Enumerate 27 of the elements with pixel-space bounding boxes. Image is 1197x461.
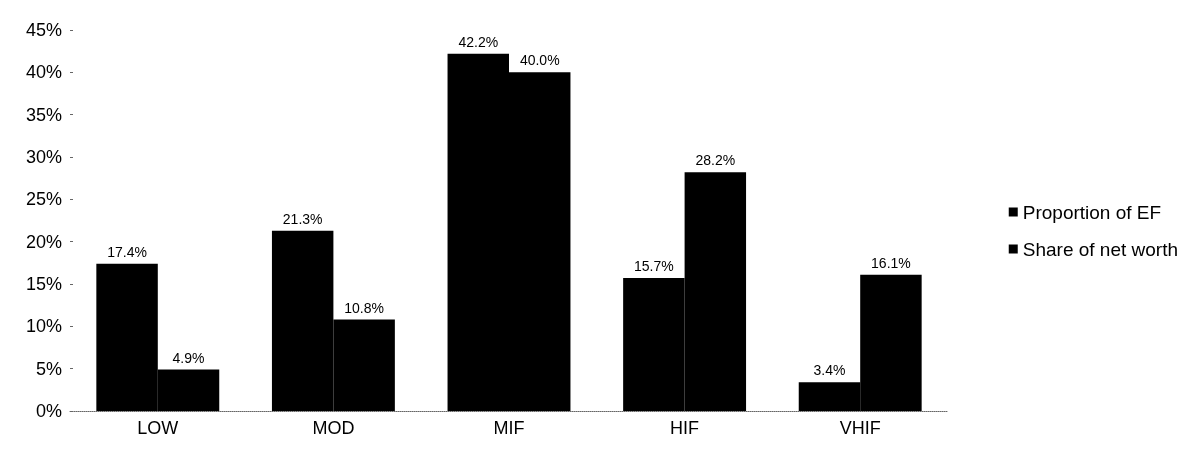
y-tick-label: 45% [25,20,62,40]
y-tick-label: 25% [25,189,62,210]
data-label: 42.2% [458,33,499,50]
y-tick-label: 20% [25,231,62,252]
data-label: 4.9% [172,349,205,366]
data-label: 15.7% [634,258,674,275]
y-tick-label: 35% [25,104,62,125]
data-label: 10.8% [344,299,384,316]
x-tick-label: MOD [312,418,355,438]
legend-label: Share of net worth [1022,238,1179,260]
y-tick-label: 15% [25,274,62,294]
x-tick-label: VHIF [839,418,881,438]
legend-label: Proportion of EF [1022,201,1162,223]
data-label: 40.0% [519,52,560,69]
x-tick-label: LOW [137,418,179,438]
y-tick-label: 5% [35,358,62,379]
y-tick-label: 10% [25,316,62,337]
data-label: 16.1% [871,254,911,271]
x-tick-label: HIF [670,418,700,438]
data-label: 21.3% [282,210,323,227]
data-label: 3.4% [813,362,846,379]
data-label: 28.2% [695,152,736,169]
y-tick-label: 40% [25,62,62,83]
x-tick-label: MIF [493,418,525,438]
y-tick-label: 30% [25,147,62,167]
y-tick-label: 0% [35,401,62,421]
data-label: 17.4% [107,243,147,260]
